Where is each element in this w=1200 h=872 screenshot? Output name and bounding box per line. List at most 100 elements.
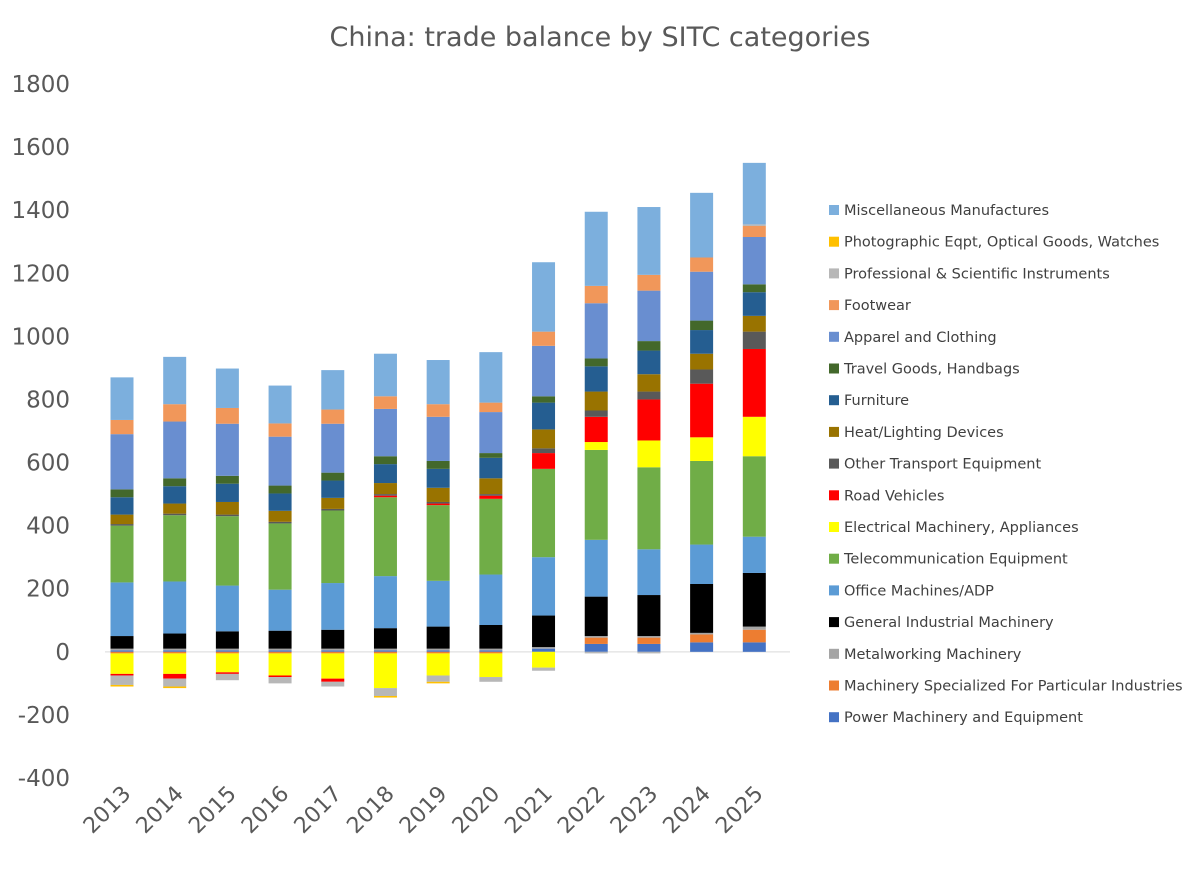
bar-segment	[479, 498, 503, 575]
bar-segment	[215, 368, 239, 408]
legend-label: Professional & Scientific Instruments	[844, 266, 1110, 282]
bar-segment	[742, 292, 766, 316]
bar-segment	[110, 650, 134, 652]
bar-segment	[426, 650, 450, 652]
bar-segment	[690, 583, 714, 633]
bar-segment	[532, 468, 556, 558]
x-axis: 2013201420152016201720182019202020212022…	[79, 782, 769, 839]
bar-segment	[110, 675, 134, 685]
bar-segment	[532, 331, 556, 346]
bar-segment	[426, 626, 450, 649]
bar-segment	[584, 643, 608, 652]
bar-segment	[426, 651, 450, 654]
bar-segment	[637, 637, 661, 644]
bar-segment	[532, 345, 556, 397]
bar-segment	[426, 468, 450, 488]
bar-segment	[110, 582, 134, 637]
bar-segment	[532, 615, 556, 648]
bar-segment	[373, 396, 397, 409]
legend-swatch	[829, 585, 839, 596]
legend-label: Metalworking Machinery	[844, 647, 1022, 663]
bar-segment	[637, 290, 661, 342]
bar-segment	[321, 681, 345, 687]
bar-segment	[163, 503, 187, 514]
y-tick-label: 1200	[11, 261, 70, 287]
y-tick-label: 800	[26, 387, 70, 413]
y-tick-label: -400	[18, 766, 70, 792]
bar-segment	[584, 442, 608, 450]
bar-segment	[321, 480, 345, 498]
legend-label: Photographic Eqpt, Optical Goods, Watche…	[844, 235, 1159, 251]
bar-segment	[742, 626, 766, 630]
bar-segment	[584, 366, 608, 392]
bar-segment	[690, 192, 714, 258]
bar-stack-2019	[426, 360, 450, 684]
bar-segment	[742, 224, 766, 226]
bar-segment	[163, 513, 187, 516]
bar-stack-2020	[479, 352, 503, 682]
bar-segment	[215, 651, 239, 654]
bar-segment	[637, 207, 661, 275]
bar-segment	[532, 667, 556, 671]
bar-stack-2025	[742, 162, 766, 652]
y-tick-label: 1400	[11, 198, 70, 224]
bar-segment	[163, 653, 187, 674]
bar-segment	[532, 648, 556, 652]
x-tick-label: 2024	[659, 782, 716, 839]
y-tick-label: 600	[26, 451, 70, 477]
bar-segment	[163, 486, 187, 504]
bar-segment	[110, 525, 134, 583]
bar-segment	[690, 257, 714, 272]
bar-segment	[742, 236, 766, 285]
legend-item: Professional & Scientific Instruments	[829, 266, 1110, 282]
legend-label: General Industrial Machinery	[844, 615, 1054, 631]
x-tick-label: 2018	[342, 782, 399, 839]
bar-segment	[426, 505, 450, 581]
bar-segment	[742, 456, 766, 537]
bar-segment	[268, 677, 292, 684]
bar-segment	[268, 436, 292, 486]
bar-segment	[268, 423, 292, 437]
bar-segment	[426, 503, 450, 506]
legend-label: Office Machines/ADP	[844, 583, 994, 599]
legend-swatch	[829, 617, 839, 628]
x-tick-label: 2015	[184, 782, 241, 839]
y-tick-label: 1800	[11, 72, 70, 98]
bar-segment	[373, 495, 397, 498]
bar-segment	[637, 595, 661, 637]
bar-segment	[268, 521, 292, 524]
bar-segment	[373, 650, 397, 652]
bar-segment	[268, 675, 292, 678]
legend-label: Furniture	[844, 393, 909, 409]
bar-segment	[532, 651, 556, 668]
bar-segment	[479, 648, 503, 651]
bar-segment	[637, 350, 661, 375]
bar-segment	[690, 634, 714, 643]
bar-segment	[215, 514, 239, 517]
bar-segment	[373, 576, 397, 629]
bar-segment	[163, 651, 187, 654]
bar-segment	[479, 457, 503, 479]
bar-segment	[426, 675, 450, 682]
legend: Miscellaneous Manufactures Photographic E…	[829, 203, 1183, 726]
legend-label: Machinery Specialized For Particular Ind…	[844, 679, 1183, 695]
legend-swatch	[829, 268, 839, 279]
x-tick-label: 2022	[553, 782, 610, 839]
bar-segment	[163, 650, 187, 652]
bar-segment	[742, 225, 766, 237]
bar-segment	[110, 524, 134, 526]
bar-segment	[373, 497, 397, 577]
bar-stack-2024	[690, 192, 714, 652]
x-tick-label: 2017	[290, 782, 347, 839]
bar-segment	[215, 423, 239, 476]
bar-stack-2021	[532, 262, 556, 671]
bar-segment	[321, 629, 345, 649]
bar-segment	[163, 404, 187, 422]
bar-segment	[584, 358, 608, 367]
bar-segment	[426, 460, 450, 469]
bar-segment	[373, 688, 397, 696]
bar-segment	[426, 681, 450, 684]
bar-segment	[268, 648, 292, 651]
legend-label: Heat/Lighting Devices	[844, 425, 1004, 441]
bar-segment	[584, 651, 608, 654]
